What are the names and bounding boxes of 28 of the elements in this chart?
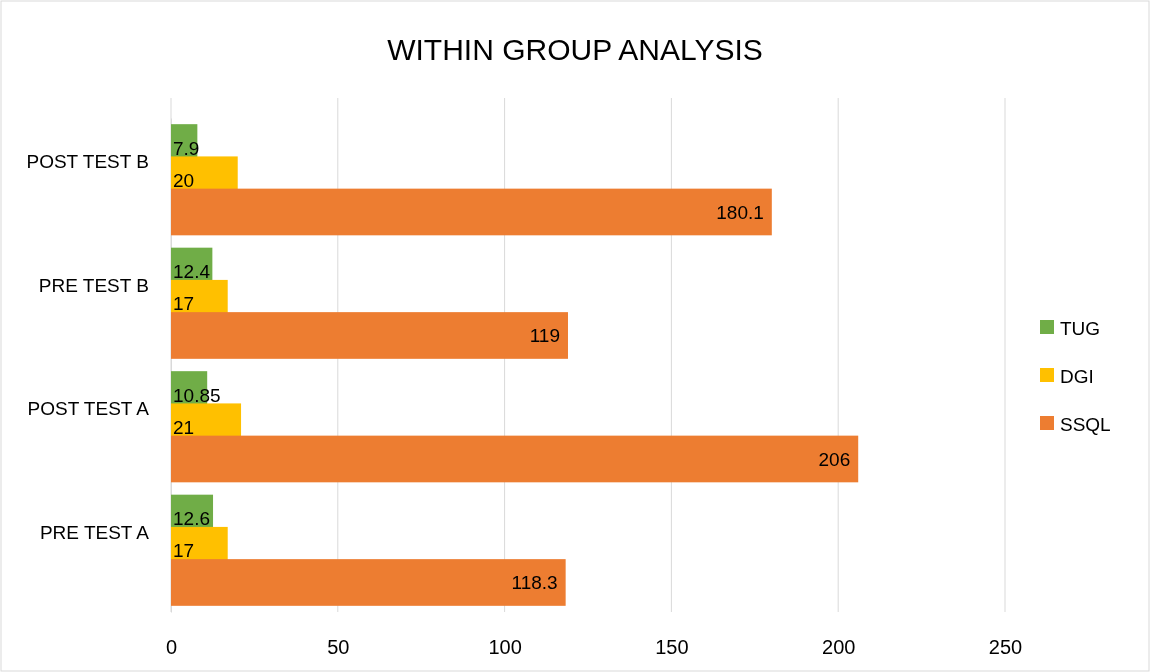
y-tick-label: POST TEST A — [27, 398, 150, 420]
legend-label: TUG — [1060, 318, 1101, 339]
x-tick-label: 100 — [488, 636, 522, 659]
chart-title: WITHIN GROUP ANALYSIS — [387, 33, 763, 66]
data-label: 206 — [818, 448, 851, 470]
bar — [171, 312, 568, 359]
legend-label: DGI — [1060, 366, 1094, 387]
data-label: 119 — [529, 325, 560, 347]
data-label: 21 — [173, 416, 195, 438]
data-label: 17 — [173, 293, 195, 315]
data-label: 12.6 — [173, 508, 210, 530]
data-label: 12.4 — [173, 261, 211, 283]
x-tick-label: 250 — [988, 636, 1023, 659]
bar — [171, 435, 859, 483]
bar — [171, 559, 566, 606]
data-label: 118.3 — [511, 572, 558, 594]
x-tick-label: 50 — [327, 636, 350, 659]
data-label: 180.1 — [716, 201, 764, 223]
y-tick-label: PRE TEST B — [38, 274, 149, 296]
x-tick-label: 200 — [822, 636, 856, 659]
legend-label: SSQL — [1060, 414, 1111, 435]
x-tick-label: 0 — [165, 636, 178, 659]
y-tick-label: POST TEST B — [26, 151, 149, 173]
bar — [171, 188, 772, 236]
y-tick-label: PRE TEST A — [39, 521, 150, 543]
x-tick-label: 150 — [655, 636, 689, 659]
data-label: 17 — [173, 540, 195, 562]
data-label: 20 — [173, 169, 195, 191]
